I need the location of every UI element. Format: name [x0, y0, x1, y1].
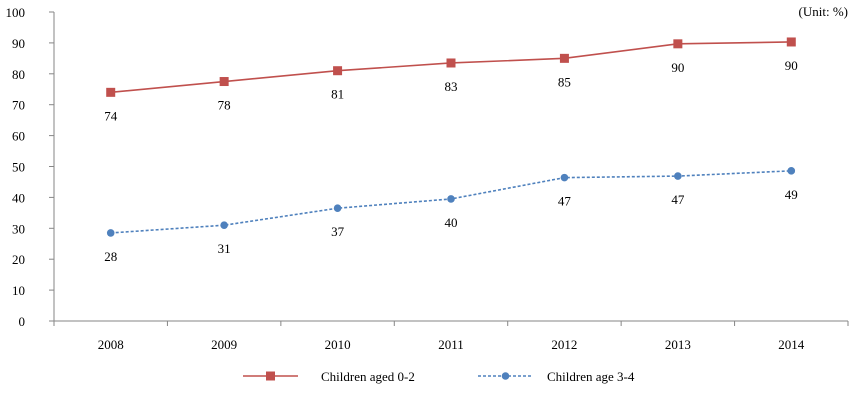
data-point — [786, 37, 796, 47]
data-label: 81 — [331, 87, 344, 102]
x-tick-label: 2011 — [438, 337, 464, 352]
data-point — [674, 172, 682, 180]
data-point — [219, 77, 229, 87]
legend-marker — [501, 372, 510, 380]
x-tick-label: 2012 — [551, 337, 577, 352]
y-tick-label: 30 — [12, 221, 25, 236]
series-lines — [110, 41, 792, 234]
x-tick-label: 2009 — [211, 337, 237, 352]
data-point — [447, 195, 455, 203]
axes — [49, 11, 849, 326]
unit-label: (Unit: %) — [799, 4, 848, 19]
data-label: 37 — [331, 224, 345, 239]
data-label: 47 — [671, 192, 685, 207]
data-point — [673, 39, 683, 49]
tick-labels: 0 10 20 30 40 50 60 70 80 90 100 2008 2009 2010 2011 20… — [6, 5, 805, 352]
y-tick-label: 20 — [12, 252, 25, 267]
data-label: 78 — [218, 98, 231, 113]
data-point — [106, 229, 115, 237]
legend-label: Children aged 0-2 — [321, 369, 415, 384]
data-label: 49 — [785, 187, 798, 202]
y-tick-label: 100 — [6, 5, 26, 20]
y-tick-label: 90 — [12, 36, 25, 51]
legend: Children aged 0-2 Children age 3-4 — [243, 369, 635, 384]
data-label: 40 — [445, 215, 458, 230]
series-markers — [106, 37, 796, 237]
data-point — [333, 66, 343, 76]
y-tick-label: 0 — [19, 314, 26, 329]
data-label: 85 — [558, 74, 571, 89]
data-label: 28 — [104, 249, 117, 264]
y-tick-label: 40 — [12, 190, 25, 205]
data-label: 83 — [445, 79, 458, 94]
y-tick-label: 80 — [12, 67, 25, 82]
y-tick-label: 60 — [12, 129, 25, 144]
y-tick-label: 10 — [12, 283, 25, 298]
data-point — [559, 53, 569, 63]
y-tick-label: 50 — [12, 160, 25, 175]
data-point — [333, 204, 342, 213]
data-label: 31 — [218, 241, 231, 256]
x-tick-label: 2013 — [665, 337, 691, 352]
data-label: 90 — [785, 58, 798, 73]
data-label: 90 — [671, 60, 684, 75]
data-point — [560, 173, 569, 182]
y-tick-label: 70 — [12, 98, 25, 113]
data-point — [220, 221, 228, 230]
data-label: 74 — [104, 108, 118, 123]
legend-marker — [266, 371, 275, 381]
x-tick-label: 2014 — [778, 337, 805, 352]
x-tick-label: 2010 — [325, 337, 351, 352]
data-point — [787, 167, 796, 175]
x-tick-label: 2008 — [98, 337, 124, 352]
data-point — [106, 87, 116, 97]
data-labels: 74 78 81 83 85 90 90 28 31 37 40 47 47 49 — [104, 58, 798, 264]
legend-label: Children age 3-4 — [547, 369, 635, 384]
data-point — [446, 58, 456, 68]
data-label: 47 — [558, 194, 572, 209]
